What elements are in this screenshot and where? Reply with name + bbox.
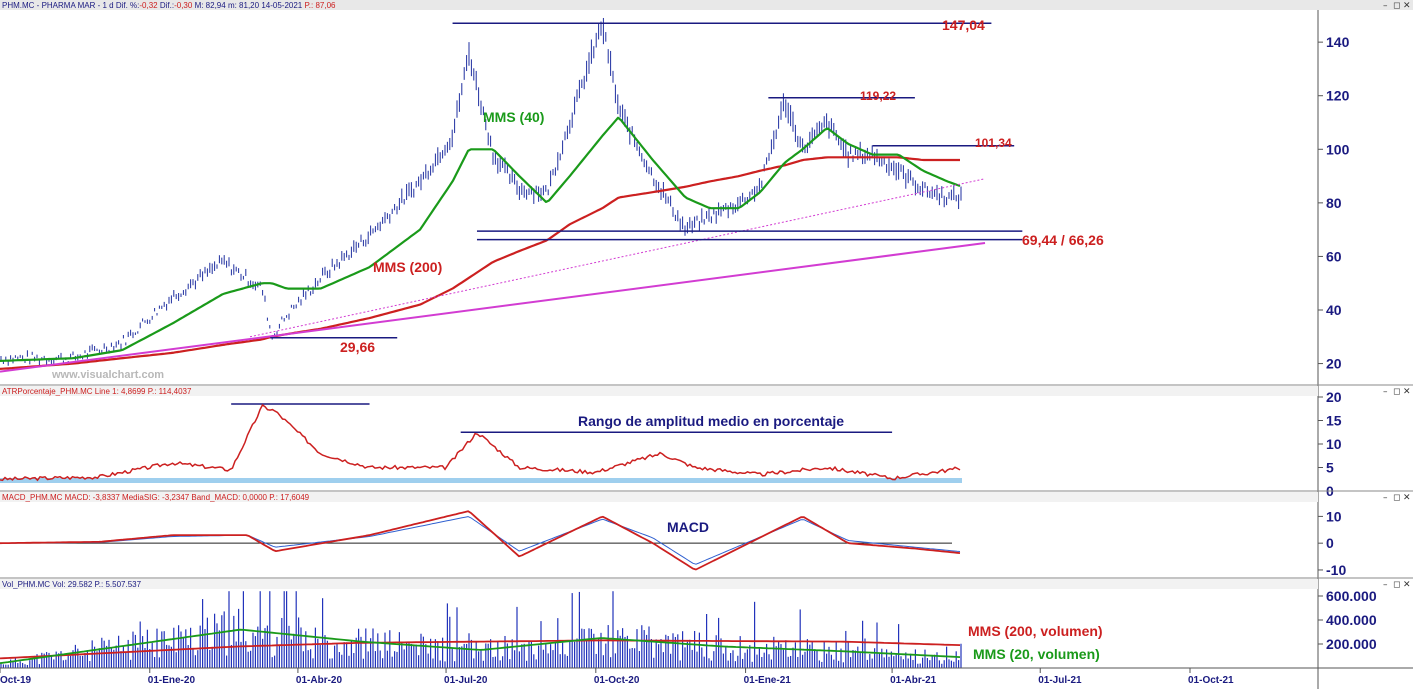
- volume-header-bar: [0, 579, 1318, 589]
- x-tick-label: 01-Abr-20: [296, 675, 343, 686]
- long-trendline: [0, 242, 986, 373]
- macd-y-tick-label: 10: [1326, 508, 1342, 524]
- x-tick-label: 01-Ene-20: [148, 675, 196, 686]
- minimize-icon[interactable]: –: [1383, 387, 1388, 397]
- x-tick-label: 01-Jul-21: [1038, 675, 1082, 686]
- price-header: PHM.MC - PHARMA MAR - 1 d Dif. %:-0,32 D…: [2, 1, 336, 10]
- close-icon[interactable]: ✕: [1403, 1, 1411, 11]
- x-tick-label: 01-Ene-21: [744, 675, 792, 686]
- macd-window-controls[interactable]: – ◻ ✕: [1383, 493, 1411, 503]
- price-window-controls[interactable]: – ◻ ✕: [1383, 1, 1411, 11]
- atr-window-controls[interactable]: – ◻ ✕: [1383, 387, 1411, 397]
- x-tick-label: 01-Abr-21: [890, 675, 937, 686]
- price-y-tick-label: 120: [1326, 88, 1350, 104]
- price-y-tick-label: 80: [1326, 195, 1342, 211]
- volume-header: Vol_PHM.MC Vol: 29.582 P.: 5.507.537: [2, 580, 142, 589]
- atr-header: ATRPorcentaje_PHM.MC Line 1: 4,8699 P.: …: [2, 387, 192, 396]
- ma200-line: [0, 156, 960, 370]
- high-101-label: 101,34: [975, 136, 1012, 150]
- price-panel: [0, 10, 1318, 385]
- ma40-annotation: MMS (40): [483, 109, 544, 125]
- atr-header-bar: [0, 386, 1318, 396]
- ma40-line: [0, 116, 961, 362]
- macd-line: [0, 510, 961, 571]
- x-tick-label: 01-Jul-20: [444, 675, 488, 686]
- ma200-annotation: MMS (200): [373, 259, 442, 275]
- x-tick-label: Oct-19: [0, 675, 32, 686]
- volume-ma200-line: [0, 639, 961, 660]
- volume-window-controls[interactable]: – ◻ ✕: [1383, 580, 1411, 590]
- atr-annotation: Rango de amplitud medio en porcentaje: [578, 413, 844, 429]
- close-icon[interactable]: ✕: [1403, 580, 1411, 590]
- close-icon[interactable]: ✕: [1403, 387, 1411, 397]
- atr-baseline-band: [0, 478, 962, 483]
- macd-header: MACD_PHM.MC MACD: -3,8337 MediaSIG: -3,2…: [2, 493, 310, 502]
- macd-y-tick-label: -10: [1326, 562, 1346, 578]
- atr-y-tick-label: 20: [1326, 389, 1342, 405]
- minimize-icon[interactable]: –: [1383, 580, 1388, 590]
- macd-header-bar: [0, 492, 1318, 502]
- macd-annotation: MACD: [667, 519, 709, 535]
- restore-icon[interactable]: ◻: [1393, 493, 1400, 503]
- volume-y-tick-label: 400.000: [1326, 612, 1377, 628]
- price-axis-area: [1318, 10, 1413, 385]
- price-y-tick-label: 140: [1326, 34, 1350, 50]
- support-label: 69,44 / 66,26: [1022, 232, 1104, 248]
- high-147-label: 147,04: [942, 17, 985, 33]
- minimize-icon[interactable]: –: [1383, 493, 1388, 503]
- price-y-tick-label: 40: [1326, 302, 1342, 318]
- volume-y-tick-label: 600.000: [1326, 588, 1377, 604]
- vol-ma200-annotation: MMS (200, volumen): [968, 623, 1103, 639]
- atr-y-tick-label: 5: [1326, 460, 1334, 476]
- price-header-bar: [0, 0, 1413, 10]
- volume-bars: [0, 591, 962, 668]
- watermark: www.visualchart.com: [51, 369, 164, 381]
- minimize-icon[interactable]: –: [1383, 1, 1388, 11]
- atr-y-tick-label: 15: [1326, 413, 1342, 429]
- macd-signal-line: [0, 516, 961, 565]
- atr-y-tick-label: 10: [1326, 436, 1342, 452]
- vol-ma20-annotation: MMS (20, volumen): [973, 646, 1100, 662]
- x-tick-label: 01-Oct-21: [1188, 675, 1234, 686]
- price-y-tick-label: 60: [1326, 248, 1342, 264]
- close-icon[interactable]: ✕: [1403, 493, 1411, 503]
- restore-icon[interactable]: ◻: [1393, 580, 1400, 590]
- restore-icon[interactable]: ◻: [1393, 1, 1400, 11]
- macd-y-tick-label: 0: [1326, 535, 1334, 551]
- dotted-trendline: [249, 178, 986, 338]
- volume-ma20-line: [0, 628, 961, 665]
- high-119-label: 119,22: [860, 89, 896, 103]
- atr-line: [0, 403, 961, 482]
- x-tick-label: 01-Oct-20: [594, 675, 640, 686]
- low-29-label: 29,66: [340, 339, 375, 355]
- price-y-tick-label: 20: [1326, 356, 1342, 372]
- price-y-tick-label: 100: [1326, 141, 1350, 157]
- restore-icon[interactable]: ◻: [1393, 387, 1400, 397]
- price-bars: [0, 17, 962, 366]
- volume-y-tick-label: 200.000: [1326, 636, 1377, 652]
